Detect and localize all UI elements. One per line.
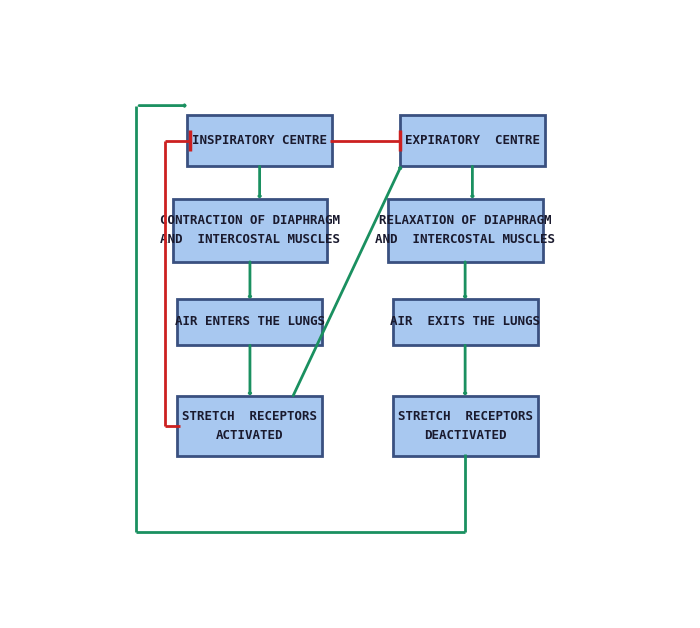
FancyBboxPatch shape: [187, 116, 332, 166]
Text: AIR  EXITS THE LUNGS: AIR EXITS THE LUNGS: [390, 315, 540, 328]
Text: AIR ENTERS THE LUNGS: AIR ENTERS THE LUNGS: [175, 315, 325, 328]
Text: RELAXATION OF DIAPHRAGM
AND  INTERCOSTAL MUSCLES: RELAXATION OF DIAPHRAGM AND INTERCOSTAL …: [375, 214, 555, 246]
FancyBboxPatch shape: [177, 396, 323, 456]
Text: CONTRACTION OF DIAPHRAGM
AND  INTERCOSTAL MUSCLES: CONTRACTION OF DIAPHRAGM AND INTERCOSTAL…: [160, 214, 340, 246]
FancyBboxPatch shape: [177, 299, 323, 345]
Text: STRETCH  RECEPTORS
ACTIVATED: STRETCH RECEPTORS ACTIVATED: [183, 410, 317, 442]
Text: INSPIRATORY CENTRE: INSPIRATORY CENTRE: [192, 134, 327, 147]
FancyBboxPatch shape: [393, 396, 538, 456]
FancyBboxPatch shape: [393, 299, 538, 345]
FancyBboxPatch shape: [388, 198, 542, 261]
FancyBboxPatch shape: [173, 198, 328, 261]
Text: STRETCH  RECEPTORS
DEACTIVATED: STRETCH RECEPTORS DEACTIVATED: [398, 410, 533, 442]
FancyBboxPatch shape: [400, 116, 545, 166]
Text: EXPIRATORY  CENTRE: EXPIRATORY CENTRE: [405, 134, 540, 147]
